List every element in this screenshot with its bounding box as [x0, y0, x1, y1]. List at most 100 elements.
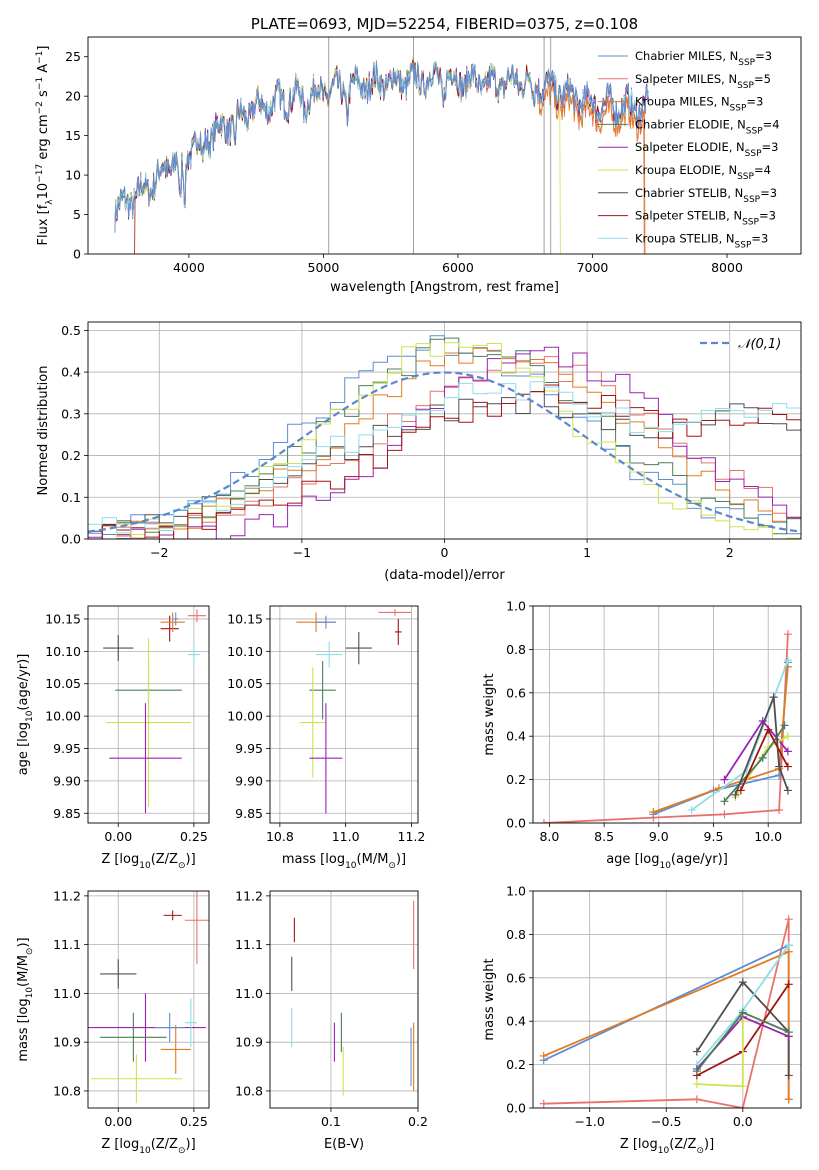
mass-vs-ebv-ytick-label: 11.1 — [235, 937, 263, 952]
spectrum-ytick-label: 10 — [65, 168, 81, 183]
weight-vs-z-ytick-label: 0.8 — [506, 927, 526, 942]
weight-vs-z-series-marker-7 — [692, 1080, 701, 1089]
spectrum-ylabel-part: −17 — [35, 164, 45, 183]
residuals-ytick-label: 0.1 — [61, 490, 81, 505]
mass-vs-z-points — [88, 891, 209, 1104]
legend-label-8-part: SSP — [735, 240, 752, 250]
weight-vs-age-ylabel: mass weight — [482, 673, 497, 755]
legend-label-2-part: SSP — [730, 104, 747, 114]
weight-vs-age-ytick-label: 0.2 — [506, 772, 526, 787]
weight-vs-z-series-line-1 — [543, 944, 790, 1062]
weight-vs-age-series-marker-0 — [775, 805, 784, 814]
weight-vs-z-series-marker-8 — [738, 1008, 747, 1017]
weight-vs-age-series-line-0 — [543, 634, 789, 823]
weight-vs-age-lines — [539, 630, 792, 823]
spectrum-xtick-label: 5000 — [308, 260, 340, 275]
age-vs-mass-ytick-label: 10.00 — [227, 709, 263, 724]
age-vs-z-xlabel-part: (Z/Z — [151, 852, 178, 867]
weight-vs-age-series-marker-2 — [649, 808, 658, 817]
spectrum-xtick-label: 4000 — [173, 260, 205, 275]
residual-hist-7 — [88, 384, 801, 539]
spectrum-ylabel-part: s — [36, 90, 51, 101]
legend-label-4-part: =3 — [762, 140, 779, 154]
spectrum-line-0 — [114, 61, 649, 233]
weight-vs-age-xtick-label: 9.0 — [649, 829, 669, 844]
legend-label-2-part: =3 — [746, 95, 763, 109]
mass-vs-z-ytick-label: 10.8 — [53, 1083, 81, 1098]
mass-vs-z-axes: 0.00 0.25 10.8 10.9 11.0 11.1 11.2 — [53, 888, 209, 1129]
weight-vs-z-axes: −1.0 −0.5 0.0 0.0 0.2 0.4 0.6 0.8 1.0 — [506, 884, 801, 1129]
spectrum-axes: 4000 5000 6000 7000 8000 0 5 10 15 20 25 — [65, 49, 743, 275]
weight-vs-z-ytick-label: 0.4 — [506, 1014, 526, 1029]
weight-vs-z-series-line-7 — [696, 1021, 744, 1088]
legend-label-1: Salpeter MILES, NSSP=5 — [635, 72, 771, 91]
legend-label-6-part: Chabrier STELIB, N — [635, 186, 743, 200]
age-vs-z-ytick-label: 10.10 — [45, 644, 81, 659]
spectrum-xtick-label: 8000 — [711, 260, 743, 275]
weight-vs-z-frame — [532, 890, 802, 1109]
mass-vs-ebv-xlabel: E(B-V) — [324, 1137, 364, 1152]
spectrum-ylabel: Flux [fλ10−17 erg cm−2 s−1 A−1] — [35, 46, 55, 246]
age-vs-z-xlabel-part: )] — [186, 852, 196, 867]
age-vs-mass-xtick-label: 11.0 — [332, 829, 360, 844]
mass-vs-z-xlabel-part: )] — [186, 1137, 196, 1152]
weight-vs-z-ytick-label: 0.6 — [506, 970, 526, 985]
weight-vs-z-ylabel: mass weight — [482, 958, 497, 1040]
spectrum-ylabel-part: ] — [36, 46, 51, 51]
spectrum-ylabel-part: −2 — [35, 101, 45, 114]
mass-vs-z-xtick-label: 0.00 — [104, 1114, 132, 1129]
mass-vs-z-ytick-label: 11.2 — [53, 888, 81, 903]
legend-label-3: Chabrier ELODIE, NSSP=4 — [635, 117, 780, 136]
residuals-ylabel: Normed distribution — [36, 366, 51, 496]
mass-vs-z-xlabel-part: 10 — [139, 1146, 151, 1156]
residuals-frame — [87, 321, 802, 540]
legend-label-3-part: SSP — [746, 126, 763, 136]
weight-vs-z-xlabel-part: )] — [704, 1137, 714, 1152]
weight-vs-z-xlabel-part: (Z/Z — [669, 1137, 696, 1152]
weight-vs-age-ytick-label: 0.8 — [506, 642, 526, 657]
age-vs-mass-xlabel-part: ⊙ — [388, 861, 396, 871]
weight-vs-z-xlabel: Z [log10(Z/Z⊙)] — [620, 1137, 714, 1156]
weight-vs-z-series-line-3 — [696, 980, 790, 1076]
residuals-hists — [88, 335, 801, 539]
weight-vs-z-xtick-label: 0.0 — [733, 1114, 753, 1129]
legend-label-6: Chabrier STELIB, NSSP=3 — [635, 186, 777, 205]
age-vs-z-ylabel-part: 10 — [25, 710, 35, 722]
spectrum-ylabel-part: Flux [f — [36, 204, 51, 245]
age-vs-mass-ytick-label: 9.90 — [235, 773, 263, 788]
age-vs-z-ylabel: age [log10(age/yr)] — [16, 654, 35, 776]
weight-vs-age-series-marker-0 — [783, 630, 792, 639]
weight-vs-age-xlabel-part: age [log — [606, 852, 659, 867]
mass-vs-ebv-ytick-label: 11.2 — [235, 888, 263, 903]
weight-vs-z-series-marker-0 — [539, 1099, 548, 1108]
weight-vs-z-series-marker-2 — [784, 1095, 793, 1104]
weight-vs-age-frame — [532, 605, 802, 824]
weight-vs-age-series-marker-3 — [687, 805, 696, 814]
weight-vs-age-xtick-label: 10.0 — [754, 829, 782, 844]
weight-vs-age-series-marker-4 — [783, 747, 792, 756]
age-vs-mass-frame — [269, 605, 419, 824]
age-vs-mass-ytick-label: 9.85 — [235, 806, 263, 821]
residuals-xtick-label: 2 — [726, 545, 734, 560]
legend-label-2: Kroupa MILES, NSSP=3 — [635, 95, 763, 114]
gaussian-legend-label: 𝒩(0,1) — [738, 337, 781, 352]
residuals-ytick-label: 0.4 — [61, 365, 81, 380]
mass-vs-ebv-ytick-label: 11.0 — [235, 986, 263, 1001]
residual-hist-8 — [88, 381, 801, 534]
weight-vs-age-xtick-label: 8.5 — [594, 829, 614, 844]
weight-vs-age-series-marker-0 — [720, 810, 729, 819]
weight-vs-age-series-marker-6 — [720, 797, 729, 806]
spectrum-frame — [87, 36, 802, 255]
age-vs-mass-xlabel-part: mass [log — [282, 852, 345, 867]
weight-vs-age-xlabel-part: (age/yr)] — [671, 852, 728, 867]
age-vs-mass-ytick-label: 10.10 — [227, 644, 263, 659]
age-vs-z-axes: 0.00 0.25 9.85 9.90 9.95 10.00 10.05 10.10 10.15 — [45, 606, 209, 844]
mass-vs-z-ytick-label: 11.1 — [53, 937, 81, 952]
spectrum-ylabel-part: −1 — [35, 51, 45, 64]
legend-label-8-part: =3 — [751, 231, 768, 245]
age-vs-z-ytick-label: 10.05 — [45, 676, 81, 691]
weight-vs-z-lines — [539, 915, 793, 1108]
weight-vs-age-series-marker-8 — [764, 725, 773, 734]
age-vs-z-frame — [87, 605, 210, 824]
mass-vs-ebv-frame — [269, 890, 419, 1109]
